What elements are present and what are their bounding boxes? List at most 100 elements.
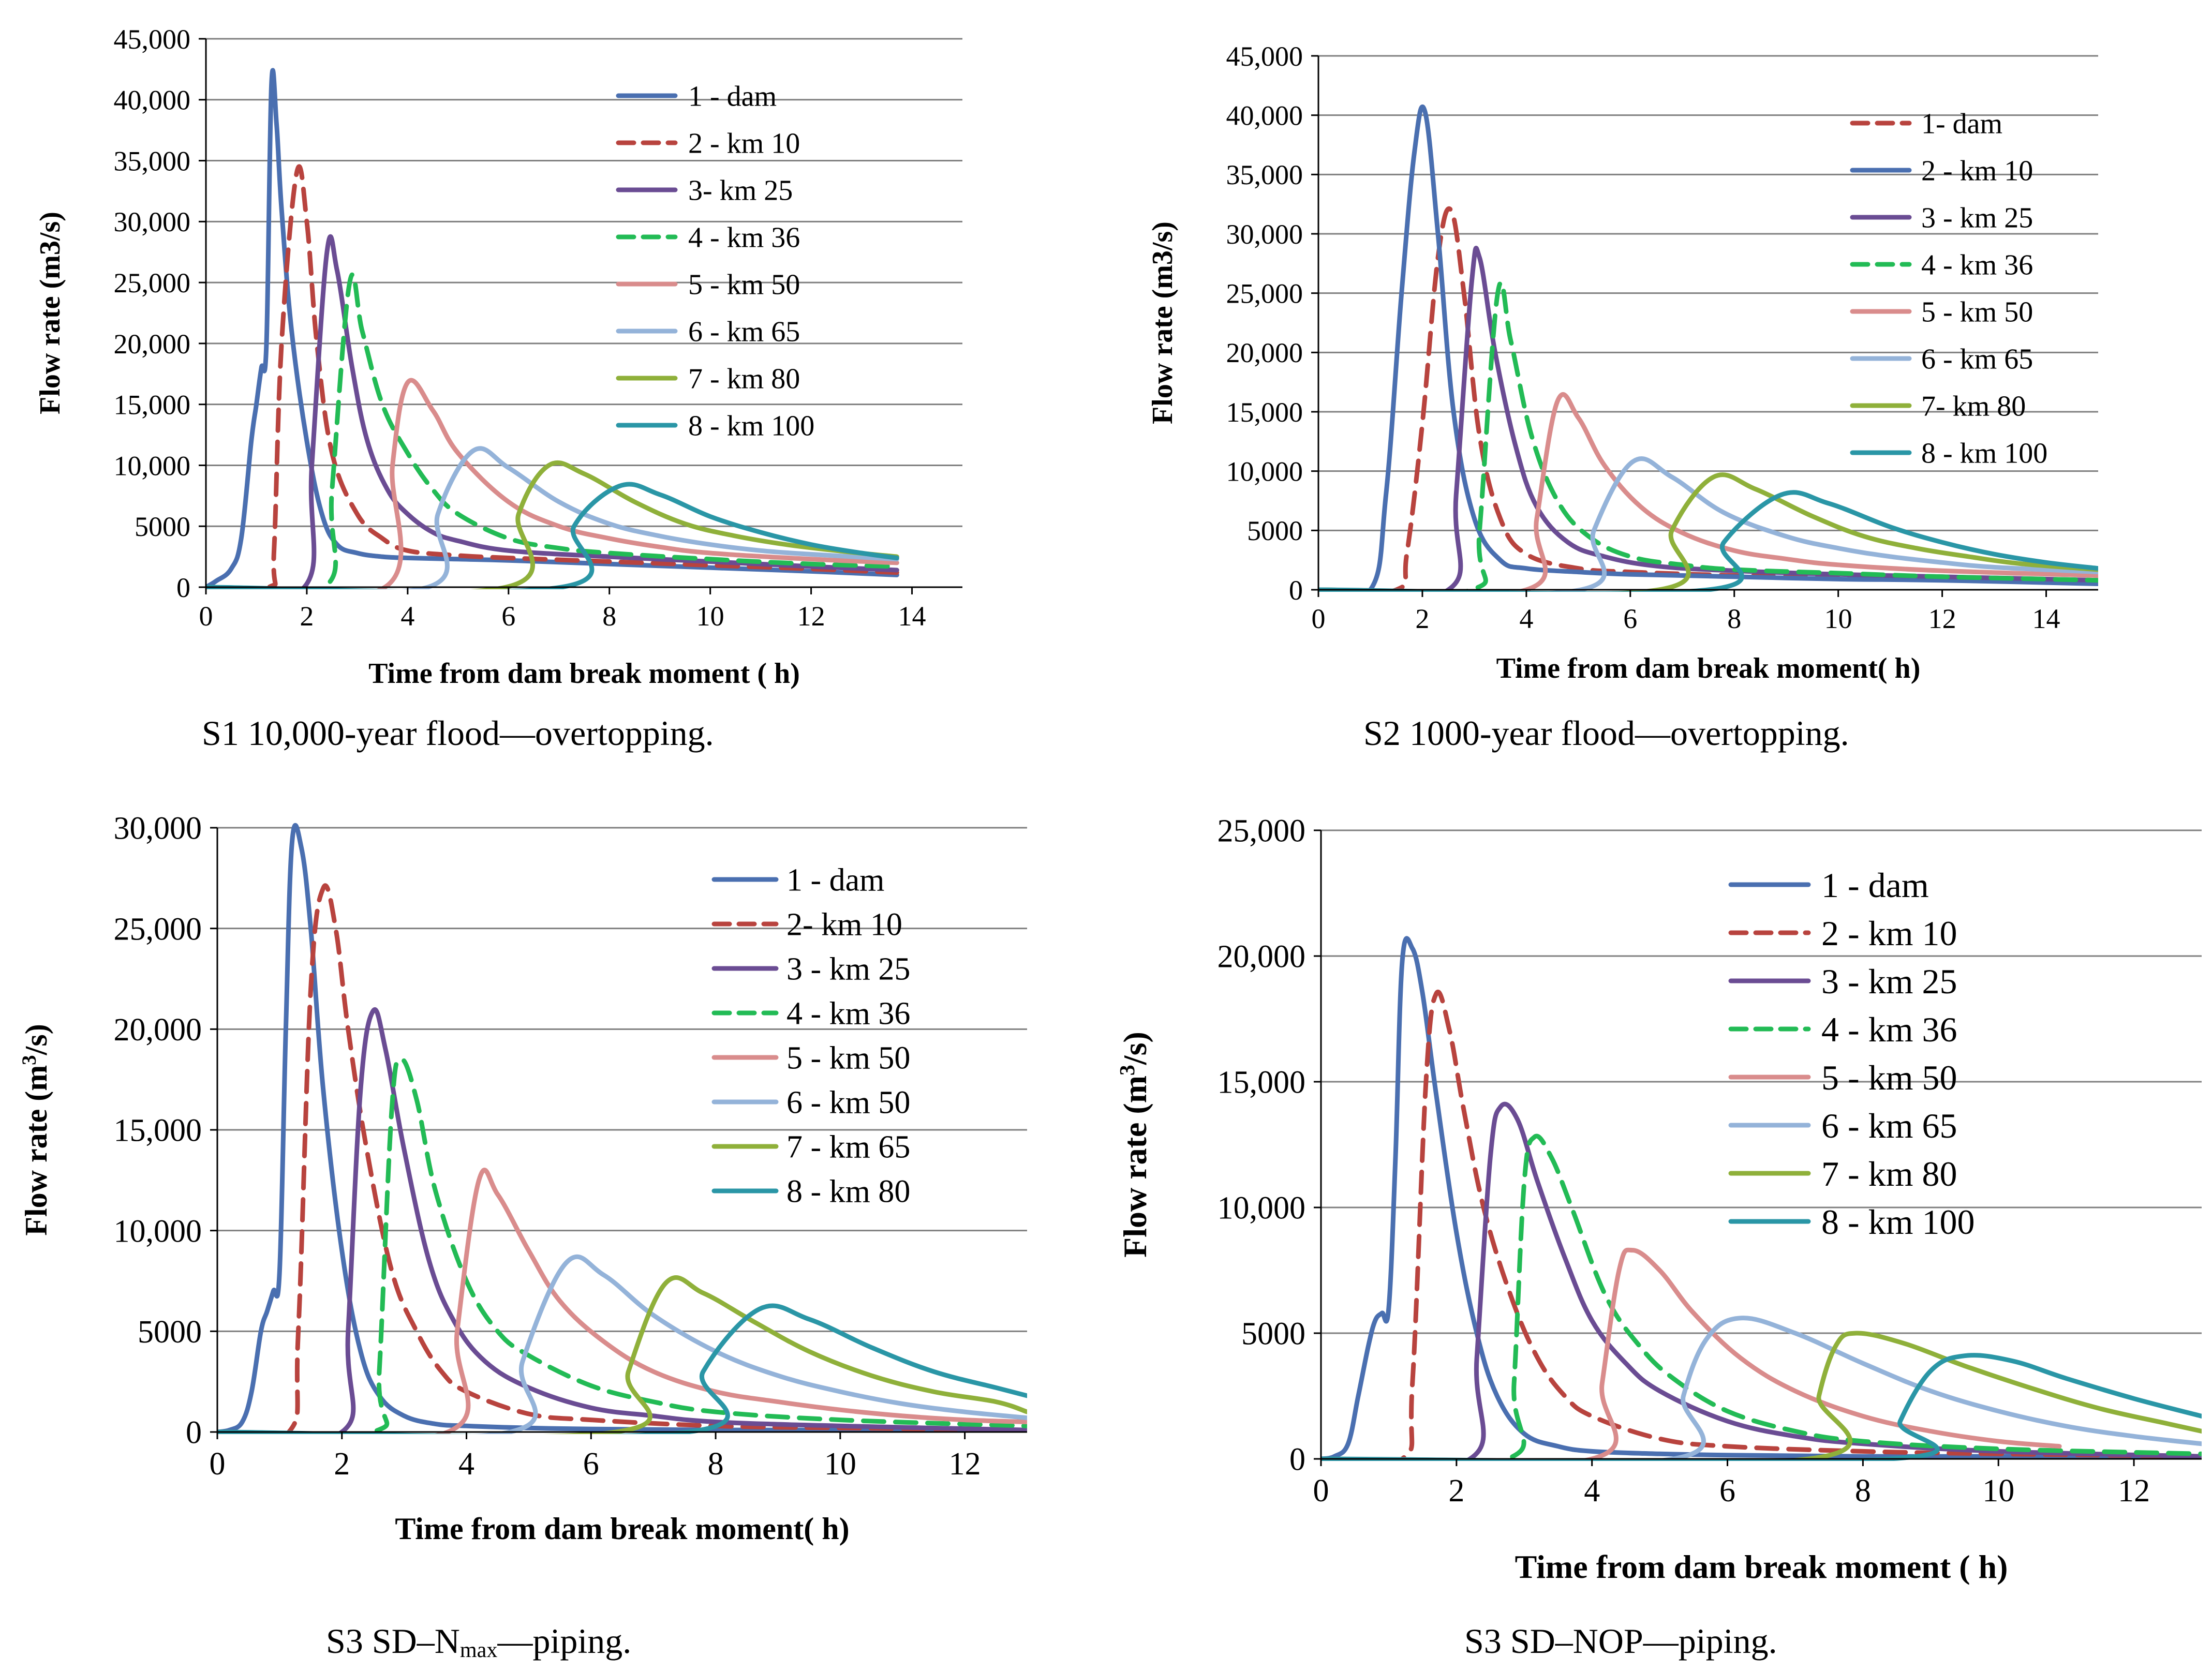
y-tick-label: 0 xyxy=(176,572,190,603)
series-group xyxy=(1321,936,2202,1461)
series-line-1 xyxy=(1321,936,2202,1461)
gridlines xyxy=(217,827,1027,1332)
legend-label-2: 2 - km 10 xyxy=(1921,155,2033,187)
x-tick-label: 4 xyxy=(1584,1473,1600,1509)
series-group xyxy=(1318,105,2098,592)
legend: 1 - dam 2 - km 10 3 - km 25 4 - km 36 5 - km… xyxy=(1728,866,1975,1242)
y-tick-label: 40,000 xyxy=(114,85,191,116)
x-tick-label: 14 xyxy=(2032,603,2060,634)
series-line-7 xyxy=(217,1275,1027,1434)
y-tick-label: 25,000 xyxy=(1226,278,1303,309)
y-tick-label: 5000 xyxy=(138,1315,202,1350)
y-axis-title: Flow rate (m3/s) xyxy=(1147,221,1179,424)
legend: 1 - dam 2- km 10 3 - km 25 4 - km 36 5 - km … xyxy=(711,863,910,1210)
panel-caption: S3 SD–NOP—piping. xyxy=(1464,1621,1777,1661)
y-tick-label: 10,000 xyxy=(1218,1191,1306,1226)
gridlines xyxy=(206,38,962,527)
y-tick-label: 35,000 xyxy=(1226,159,1303,190)
x-tick-label: 0 xyxy=(199,601,213,632)
y-tick-label: 25,000 xyxy=(114,912,202,947)
series-line-8 xyxy=(1321,1353,2202,1461)
series-line-5 xyxy=(206,378,899,589)
x-tick-label: 2 xyxy=(1415,603,1429,634)
series-line-3 xyxy=(1321,1101,2202,1461)
x-tick-label: 2 xyxy=(1448,1473,1464,1509)
series-group xyxy=(206,68,899,589)
legend: 1- dam 2 - km 10 3 - km 25 4 - km 36 5 - km … xyxy=(1850,108,2047,470)
y-tick-label: 10,000 xyxy=(114,450,191,481)
legend-label-7: 7 - km 80 xyxy=(688,363,800,395)
series-line-8 xyxy=(1318,490,2098,592)
y-axis-title: Flow rate (m3/s) xyxy=(1115,1032,1153,1258)
y-tick-label: 30,000 xyxy=(1226,219,1303,250)
series-line-8 xyxy=(206,482,899,589)
y-tick-label: 20,000 xyxy=(1218,939,1306,975)
y-tick-label: 5000 xyxy=(135,511,190,542)
series-line-1 xyxy=(206,68,899,589)
series-line-4 xyxy=(217,1057,1027,1434)
series-line-3 xyxy=(206,234,899,589)
y-tick-label: 20,000 xyxy=(114,1012,202,1048)
y-axis-title: Flow rate (m3/s) xyxy=(18,1024,54,1235)
x-tick-label: 4 xyxy=(458,1446,474,1482)
x-tick-label: 4 xyxy=(1519,603,1533,634)
y-tick-label: 15,000 xyxy=(114,390,191,421)
y-tick-label: 45,000 xyxy=(1226,41,1303,72)
x-tick-label: 0 xyxy=(1313,1473,1329,1509)
y-tick-label: 10,000 xyxy=(1226,456,1303,487)
legend-label-6: 6 - km 65 xyxy=(688,316,800,348)
legend-label-3: 3- km 25 xyxy=(688,175,793,207)
y-tick-label: 45,000 xyxy=(114,24,191,55)
chart-panel-3: 0 5000 10,000 15,000 20,000 25,000 30,000 0 2 4 6 8… xyxy=(18,811,1027,1662)
series-line-6 xyxy=(217,1254,1027,1434)
axes: 0 5000 10,000 15,000 20,000 25,000 30,000 35,00… xyxy=(114,24,962,632)
legend-label-6: 6 - km 65 xyxy=(1821,1106,1957,1145)
y-tick-label: 15,000 xyxy=(1218,1065,1306,1100)
gridlines xyxy=(1321,829,2202,1334)
y-tick-label: 0 xyxy=(186,1415,202,1451)
chart-panel-1: 0 5000 10,000 15,000 20,000 25,000 30,000 35,00… xyxy=(34,24,962,753)
legend-label-5: 5 - km 50 xyxy=(1821,1058,1957,1097)
series-line-5 xyxy=(1318,392,2098,592)
legend-label-7: 7 - km 80 xyxy=(1821,1154,1957,1193)
legend-label-8: 8 - km 100 xyxy=(1821,1202,1975,1242)
x-tick-label: 6 xyxy=(1719,1473,1735,1509)
x-tick-label: 12 xyxy=(2118,1473,2150,1509)
x-tick-label: 2 xyxy=(300,601,314,632)
legend-label-4: 4 - km 36 xyxy=(786,996,910,1032)
legend-label-1: 1 - dam xyxy=(688,81,777,113)
panel-caption: S2 1000-year flood—overtopping. xyxy=(1363,713,1849,753)
series-line-6 xyxy=(1321,1316,2202,1461)
legend-label-1: 1 - dam xyxy=(1821,866,1929,905)
x-axis-title: Time from dam break moment ( h) xyxy=(368,658,800,690)
series-line-7 xyxy=(1321,1331,2202,1461)
series-group xyxy=(217,823,1027,1434)
legend-label-2: 2 - km 10 xyxy=(688,128,800,160)
panel-caption: S3 SD–Nmax—piping. xyxy=(326,1621,631,1662)
x-tick-label: 10 xyxy=(1982,1473,2014,1509)
y-tick-label: 30,000 xyxy=(114,811,202,846)
x-tick-label: 8 xyxy=(708,1446,724,1482)
x-tick-label: 8 xyxy=(1727,603,1741,634)
x-tick-label: 2 xyxy=(334,1446,350,1482)
x-tick-label: 6 xyxy=(501,601,515,632)
panel-caption: S1 10,000-year flood—overtopping. xyxy=(202,713,714,753)
x-axis-title: Time from dam break moment( h) xyxy=(395,1512,849,1546)
legend-label-5: 5 - km 50 xyxy=(786,1041,910,1076)
series-line-6 xyxy=(206,446,899,589)
legend-label-5: 5 - km 50 xyxy=(1921,296,2033,329)
x-tick-label: 10 xyxy=(696,601,724,632)
legend-label-8: 8 - km 80 xyxy=(786,1174,910,1210)
y-tick-label: 40,000 xyxy=(1226,100,1303,131)
y-tick-label: 20,000 xyxy=(114,329,191,360)
legend-label-3: 3 - km 25 xyxy=(786,952,910,987)
series-line-2 xyxy=(206,164,899,589)
x-axis-title: Time from dam break moment( h) xyxy=(1496,652,1921,684)
x-tick-label: 6 xyxy=(1623,603,1637,634)
axes: 0 5000 10,000 15,000 20,000 25,000 0 2 4 6 8 10 12 xyxy=(1218,814,2202,1509)
y-tick-label: 25,000 xyxy=(1218,814,1306,849)
x-tick-label: 4 xyxy=(400,601,414,632)
x-axis-title: Time from dam break moment ( h) xyxy=(1515,1548,2008,1585)
legend-label-8: 8 - km 100 xyxy=(688,410,814,442)
